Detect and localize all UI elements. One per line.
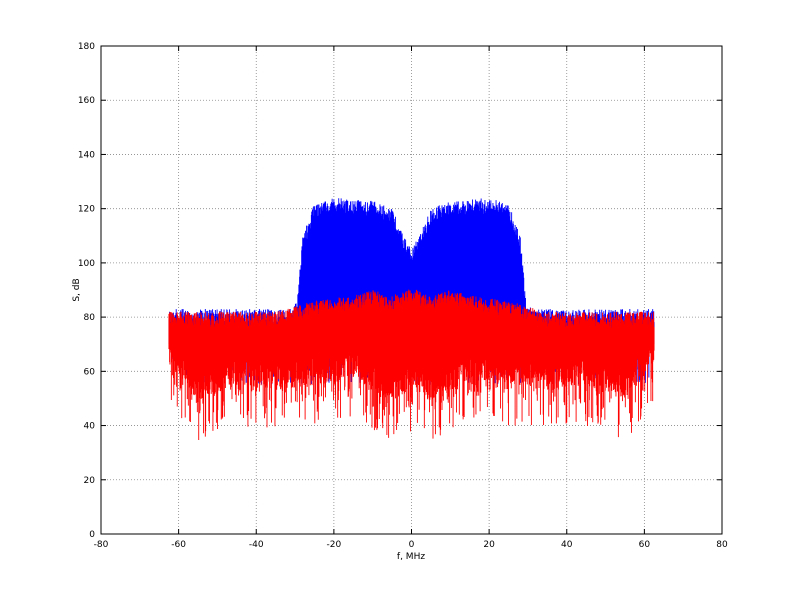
x-tick-label: -60	[171, 540, 186, 550]
red-spectrum-series	[168, 289, 655, 441]
x-tick-label: 80	[716, 540, 728, 550]
y-tick-label: 120	[78, 205, 95, 215]
y-tick-label: 20	[84, 476, 96, 486]
series-layer	[168, 198, 655, 441]
x-tick-label: 20	[483, 540, 495, 550]
x-tick-label: -80	[94, 540, 109, 550]
y-tick-label: 80	[84, 313, 96, 323]
y-tick-label: 60	[84, 367, 96, 377]
y-axis-label: S, dB	[72, 278, 82, 301]
x-tick-label: -40	[249, 540, 264, 550]
y-tick-label: 140	[78, 150, 95, 160]
y-tick-label: 0	[89, 530, 95, 540]
y-tick-label: 100	[78, 259, 95, 269]
x-tick-label: 0	[409, 540, 415, 550]
y-tick-label: 40	[84, 422, 96, 432]
y-tick-label: 160	[78, 96, 95, 106]
ticks: -80 -60 -40 -20 0 20 40 60 80 0 20 40 60 80 100 120 140 1…	[78, 42, 728, 550]
x-tick-label: -20	[327, 540, 342, 550]
y-tick-label: 180	[78, 42, 95, 52]
x-tick-label: 40	[561, 540, 573, 550]
x-tick-label: 60	[639, 540, 651, 550]
x-axis-label: f, MHz	[397, 552, 425, 562]
